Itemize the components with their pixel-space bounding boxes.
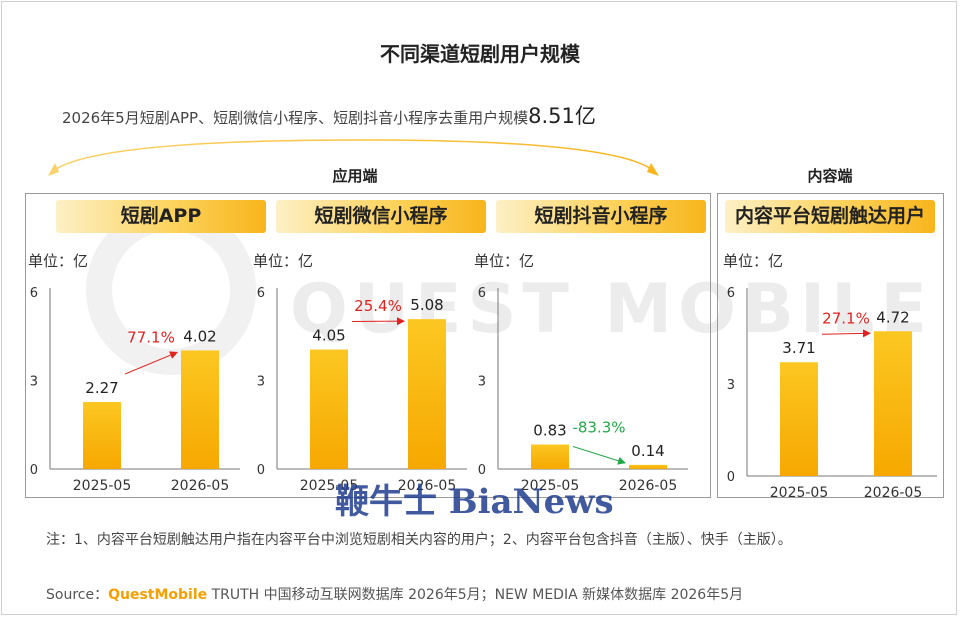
data-label: 0.14 xyxy=(631,442,664,460)
panel-title-wechat: 短剧微信小程序 xyxy=(276,200,486,233)
bianews-watermark: 鞭牛士 BiaNews xyxy=(335,482,614,522)
unit-label: 单位：亿 xyxy=(28,252,88,270)
y-tick-label: 6 xyxy=(257,286,265,301)
x-tick-label: 2026-05 xyxy=(171,478,230,494)
y-tick-label: 3 xyxy=(727,378,735,393)
unit-label: 单位：亿 xyxy=(474,252,534,270)
y-tick-label: 3 xyxy=(257,375,265,390)
data-label: 5.08 xyxy=(410,296,443,314)
data-label: 0.83 xyxy=(533,422,566,440)
y-tick-label: 3 xyxy=(478,375,486,390)
source-prefix: Source： xyxy=(46,587,109,603)
summary-text: 2026年5月短剧APP、短剧微信小程序、短剧抖音小程序去重用户规模 xyxy=(62,109,529,127)
source-line: Source：QuestMobile TRUTH 中国移动互联网数据库 2026… xyxy=(46,584,743,604)
bar xyxy=(408,319,446,469)
bar xyxy=(531,444,569,469)
panel-title-douyin: 短剧抖音小程序 xyxy=(496,200,706,233)
growth-label: 27.1% xyxy=(822,309,870,327)
growth-label: 77.1% xyxy=(127,328,175,346)
y-tick-label: 6 xyxy=(30,286,38,301)
summary-value: 8.51亿 xyxy=(528,104,596,128)
watermark-text: QUEST MOBILE xyxy=(290,270,933,349)
group-label-content: 内容端 xyxy=(807,167,853,185)
bar xyxy=(780,362,818,476)
growth-arrow xyxy=(821,329,871,338)
x-tick-label: 2025-05 xyxy=(73,478,132,494)
data-label: 3.71 xyxy=(782,339,815,357)
x-tick-label: 2025-05 xyxy=(521,478,580,494)
data-label: 2.27 xyxy=(85,379,118,397)
bar xyxy=(310,349,348,469)
bar xyxy=(629,464,667,469)
y-tick-label: 6 xyxy=(478,286,486,301)
unit-label: 单位：亿 xyxy=(723,252,783,270)
source-rest: TRUTH 中国移动互联网数据库 2026年5月；NEW MEDIA 新媒体数据… xyxy=(207,587,744,603)
data-label: 4.02 xyxy=(183,327,216,345)
app-side-box xyxy=(25,193,711,498)
y-tick-label: 6 xyxy=(727,286,735,301)
bracket-arc xyxy=(48,139,659,176)
data-label: 4.05 xyxy=(312,327,345,345)
growth-arrow xyxy=(572,446,626,465)
y-tick-label: 0 xyxy=(478,463,486,478)
bar xyxy=(874,331,912,476)
growth-arrow xyxy=(124,351,178,375)
data-label: 4.72 xyxy=(876,308,909,326)
x-tick-label: 2025-05 xyxy=(770,485,829,501)
chart-title: 不同渠道短剧用户规模 xyxy=(380,42,580,66)
x-tick-label: 2026-05 xyxy=(619,478,678,494)
growth-label: 25.4% xyxy=(354,297,402,315)
x-tick-label: 2026-05 xyxy=(864,485,923,501)
unit-label: 单位：亿 xyxy=(253,252,313,270)
source-brand: QuestMobile xyxy=(108,587,208,603)
bar xyxy=(83,402,121,469)
panel-title-content: 内容平台短剧触达用户 xyxy=(725,200,935,233)
y-tick-label: 3 xyxy=(30,375,38,390)
y-tick-label: 0 xyxy=(30,463,38,478)
y-tick-label: 0 xyxy=(257,463,265,478)
group-label-app: 应用端 xyxy=(332,167,378,185)
x-tick-label: 2026-05 xyxy=(398,478,457,494)
growth-label: -83.3% xyxy=(572,419,625,437)
bar xyxy=(181,350,219,469)
footnote: 注：1、内容平台短剧触达用户指在内容平台中浏览短剧相关内容的用户；2、内容平台包… xyxy=(46,532,792,548)
summary-line: 2026年5月短剧APP、短剧微信小程序、短剧抖音小程序去重用户规模8.51亿 xyxy=(62,100,596,130)
panel-title-app: 短剧APP xyxy=(56,200,266,233)
x-tick-label: 2025-05 xyxy=(300,478,359,494)
content-side-box xyxy=(717,193,944,498)
y-tick-label: 0 xyxy=(727,470,735,485)
